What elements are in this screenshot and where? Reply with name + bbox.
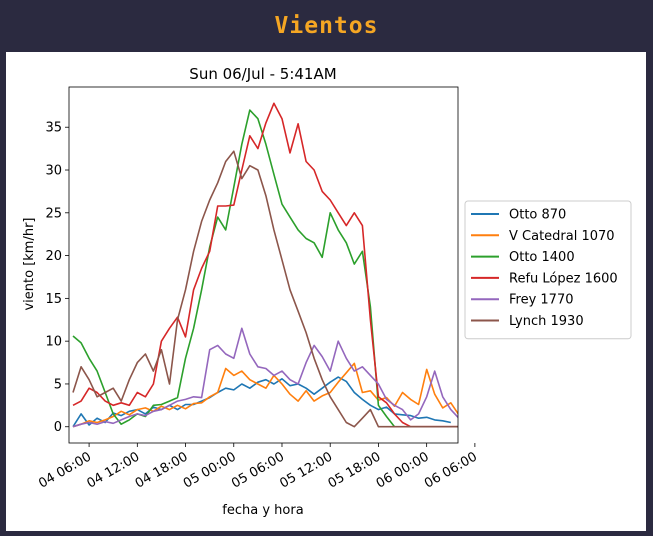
legend-entry: Otto 870 xyxy=(509,208,566,223)
y-tick-label: 30 xyxy=(45,164,62,179)
legend-entry: Frey 1770 xyxy=(509,293,574,308)
chart-legend: Otto 870 V Catedral 1070 Otto 1400 Refu Lóp… xyxy=(464,200,632,340)
legend-box xyxy=(464,200,632,340)
series-line-3 xyxy=(72,102,458,428)
legend-entry: Lynch 1930 xyxy=(509,314,584,329)
plot-frame xyxy=(68,86,459,444)
legend-entry: V Catedral 1070 xyxy=(509,229,615,244)
legend-entry: Refu López 1600 xyxy=(509,271,618,286)
x-tick-label: 05 00:00 xyxy=(181,449,239,491)
y-tick-label: 0 xyxy=(54,420,62,435)
wind-line-chart: Sun 06/Jul - 5:41AM 0 5 10 15 20 25 30 35 04 06:… xyxy=(22,65,632,518)
x-tick-label: 04 06:00 xyxy=(36,449,94,491)
chart-title: Sun 06/Jul - 5:41AM xyxy=(189,65,336,83)
y-tick-label: 25 xyxy=(45,206,62,221)
legend-entry: Otto 1400 xyxy=(509,250,575,265)
y-tick-label: 15 xyxy=(45,292,62,307)
series-line-4 xyxy=(72,327,458,428)
x-tick-label: 05 06:00 xyxy=(229,449,287,491)
x-tick-label: 05 12:00 xyxy=(277,449,335,491)
y-tick-label: 20 xyxy=(45,249,62,264)
chart-panel: Sun 06/Jul - 5:41AM 0 5 10 15 20 25 30 35 04 06:… xyxy=(6,52,646,531)
x-tick-label: 05 18:00 xyxy=(326,449,384,491)
x-tick-label: 04 18:00 xyxy=(133,449,191,491)
x-tick-label: 04 12:00 xyxy=(84,449,142,491)
app-header: Vientos xyxy=(0,0,653,52)
series-line-2 xyxy=(72,109,396,428)
series-line-1 xyxy=(72,362,458,428)
x-axis-label: fecha y hora xyxy=(222,503,303,518)
y-tick-label: 5 xyxy=(54,377,62,392)
y-tick-label: 35 xyxy=(45,121,62,136)
series-line-5 xyxy=(72,150,458,428)
x-tick-label: 06 00:00 xyxy=(374,449,432,491)
x-tick-label: 06 06:00 xyxy=(422,449,480,491)
y-axis-label: viento [km/hr] xyxy=(22,217,37,310)
page-title: Vientos xyxy=(274,13,379,39)
y-tick-label: 10 xyxy=(45,335,62,350)
